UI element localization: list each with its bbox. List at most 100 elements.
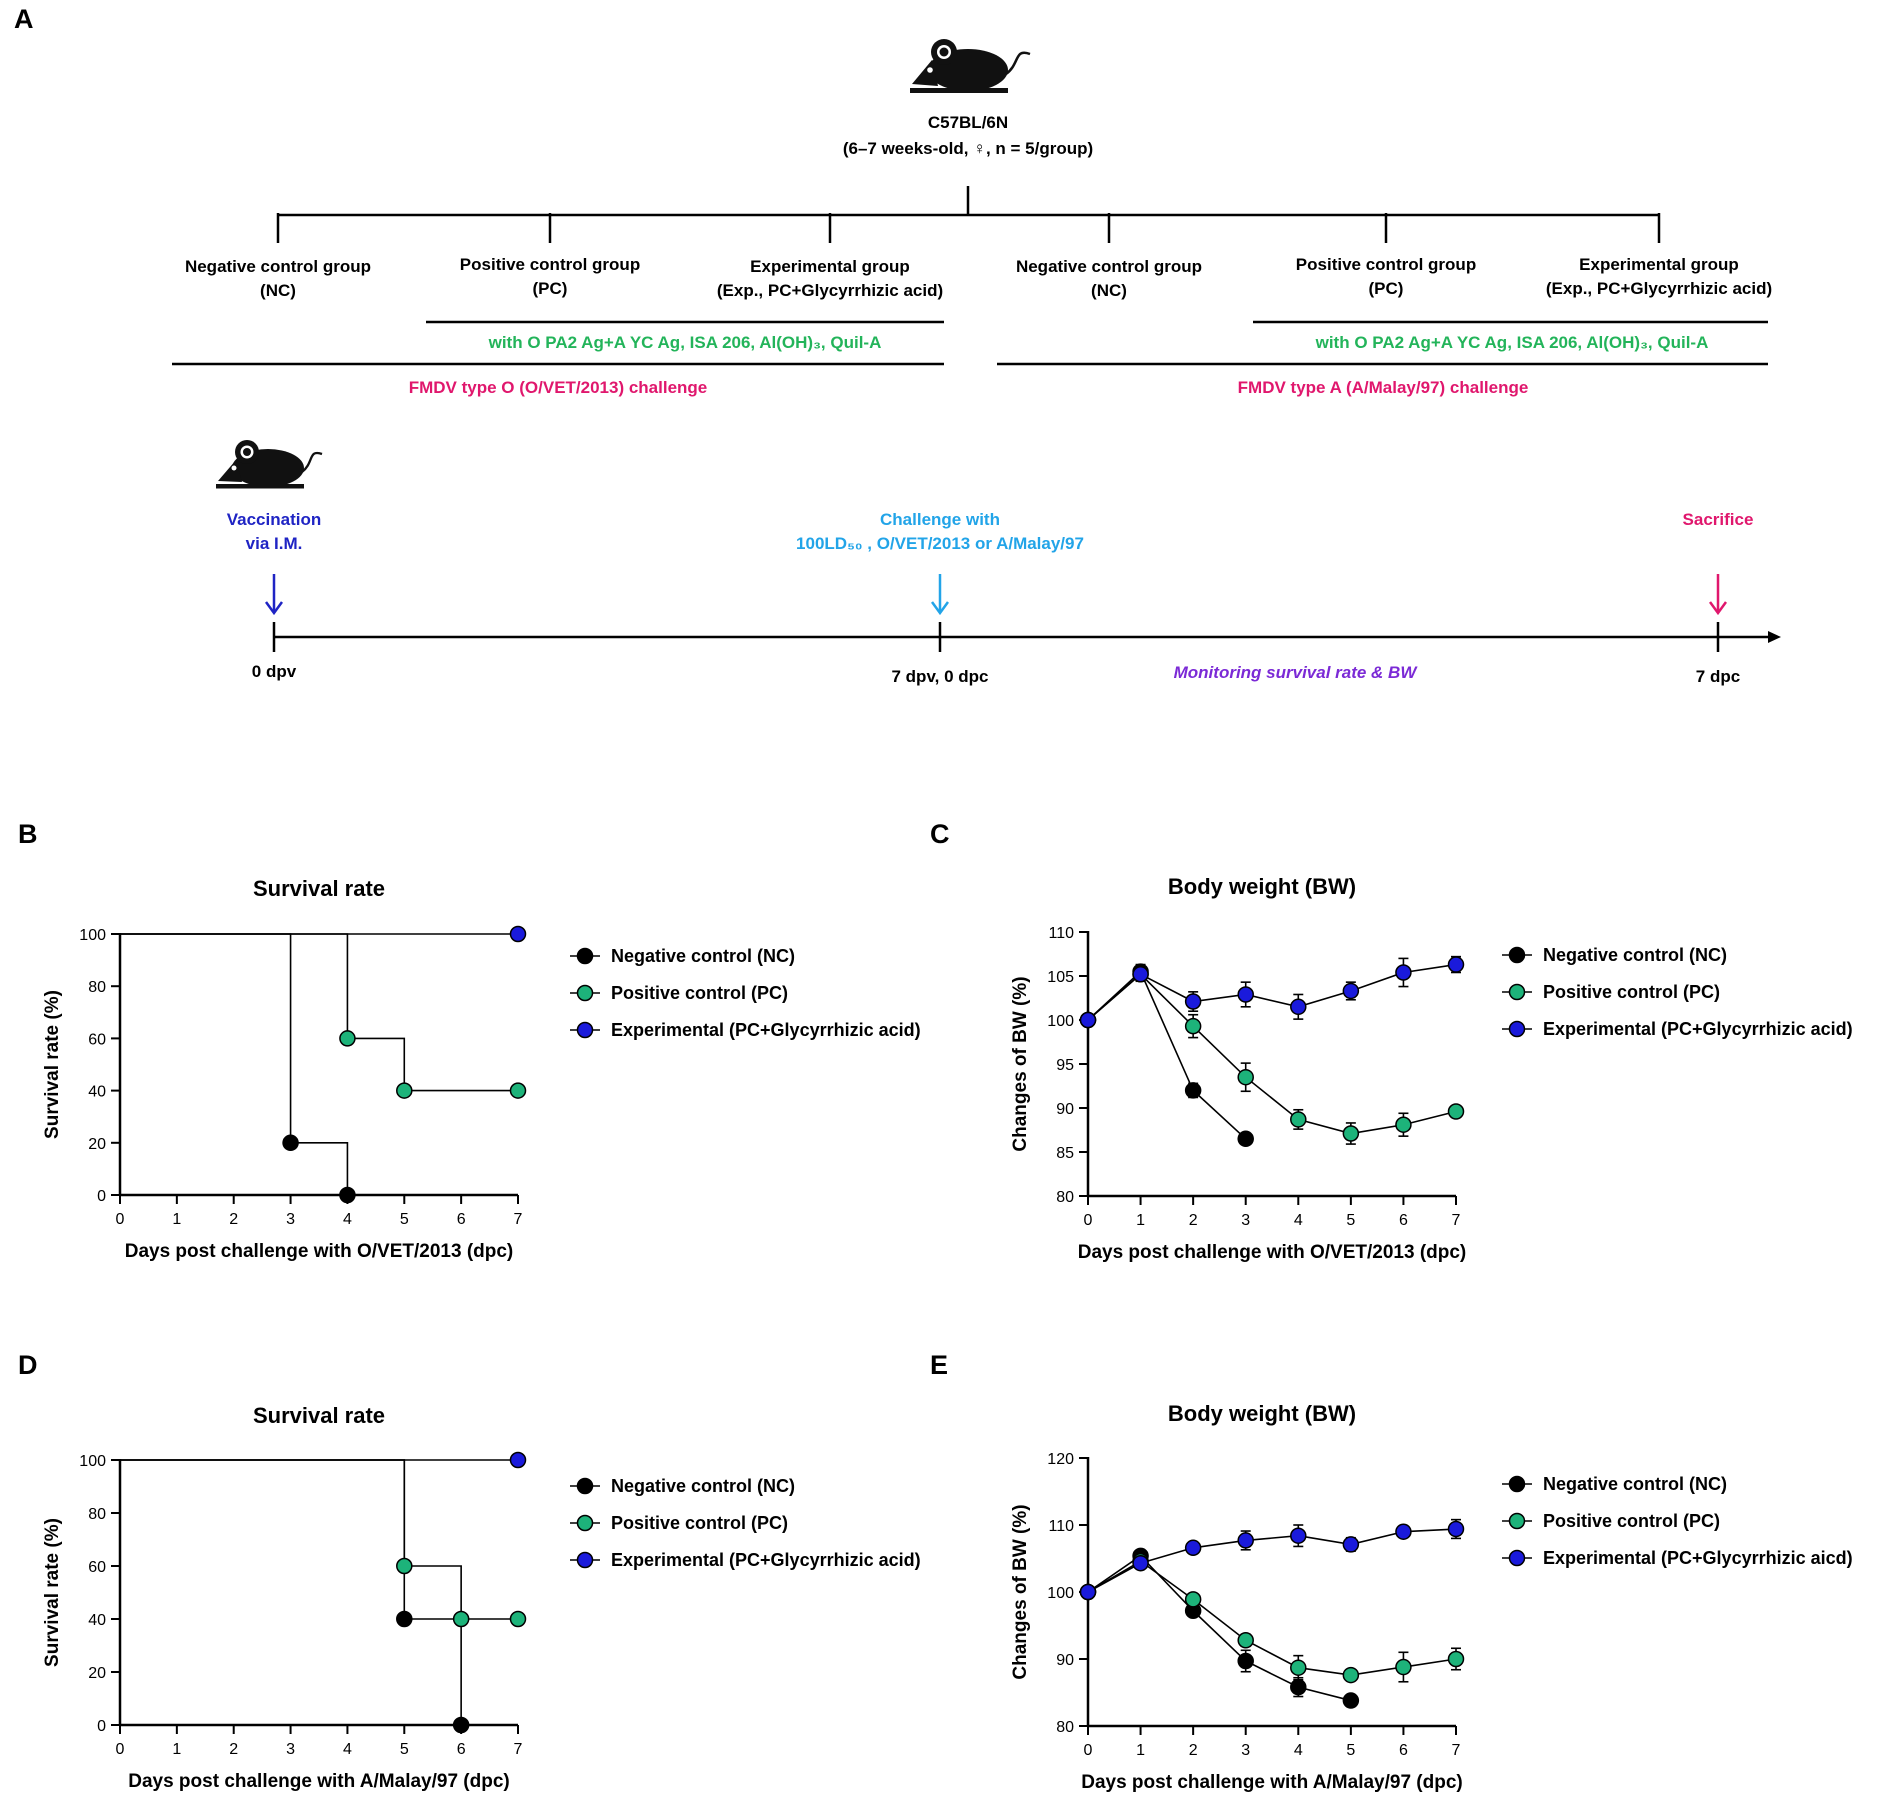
strain-name: C57BL/6N: [928, 113, 1008, 132]
chart-e-legend-label-pc: Positive control (PC): [1543, 1511, 1720, 1531]
chart-e-ytick-label: 90: [1056, 1652, 1074, 1669]
tick-7-dpv: 7 dpv, 0 dpc: [892, 667, 989, 686]
vaccination-label: Vaccination: [227, 510, 321, 529]
chart-b-legend-marker-nc: [576, 947, 594, 965]
chart-c-bodyweight-o: Body weight (BW) 0 1 2 3 4 5 6 7 80 85 90 95 100 105 11…: [1010, 874, 1853, 1263]
chart-e-point-exp: [1132, 1554, 1149, 1572]
chart-c-point-pc: [1290, 1111, 1307, 1128]
chart-c-point-pc: [1184, 1017, 1202, 1035]
chart-c-point-exp: [1342, 982, 1360, 1000]
chart-e-point-exp: [1184, 1539, 1202, 1557]
chart-d-point-nc: [452, 1716, 470, 1734]
chart-c-ytick-label: 80: [1056, 1189, 1074, 1206]
chart-b-point-pc: [339, 1030, 356, 1047]
chart-e-xtick-label: 0: [1084, 1742, 1093, 1759]
chart-b-xtick-label: 1: [172, 1211, 181, 1228]
chart-b-legend-label-exp: Experimental (PC+Glycyrrhizic acid): [611, 1020, 921, 1040]
chart-e-point-exp: [1290, 1527, 1307, 1544]
chart-e-title: Body weight (BW): [1168, 1401, 1356, 1426]
chart-d-ylabel: Survival rate (%): [42, 1518, 63, 1667]
chart-c-legend-label-nc: Negative control (NC): [1543, 945, 1727, 965]
chart-c-ytick-label: 110: [1048, 925, 1074, 942]
chart-d-legend-marker-pc: [576, 1514, 594, 1532]
panel-label-e: E: [930, 1350, 948, 1380]
chart-d-ytick-label: 20: [88, 1665, 106, 1682]
chart-b-point-pc: [396, 1082, 413, 1099]
chart-b-ytick-label: 60: [88, 1031, 106, 1048]
chart-e-point-pc: [1395, 1658, 1412, 1676]
chart-d-xtick-label: 6: [457, 1741, 466, 1758]
chart-b-xtick-label: 4: [343, 1211, 352, 1228]
arrow-right-icon: [1768, 631, 1781, 643]
strain-details: (6–7 weeks-old, ♀, n = 5/group): [843, 139, 1093, 158]
chart-c-point-pc: [1447, 1103, 1465, 1120]
chart-d-xtick-label: 7: [514, 1741, 523, 1758]
chart-d-ytick-label: 100: [79, 1453, 106, 1470]
chart-c-ytick-label: 90: [1056, 1101, 1074, 1118]
chart-c-point-exp: [1237, 986, 1254, 1003]
chart-e-point-pc: [1184, 1591, 1202, 1608]
chart-e-legend-label-exp: Experimental (PC+Glycyrrhizic aicd): [1543, 1548, 1853, 1568]
chart-b-ytick-label: 0: [97, 1188, 106, 1205]
chart-c-xtick-label: 4: [1294, 1212, 1303, 1229]
chart-b-title: Survival rate: [253, 876, 385, 901]
chart-e-legend-marker-nc: [1508, 1475, 1526, 1493]
chart-c-legend-marker-exp: [1508, 1020, 1526, 1038]
challenge-dose: 100LD₅₀ , O/VET/2013 or A/Malay/97: [796, 534, 1084, 553]
chart-b-point-nc: [339, 1186, 356, 1204]
chart-c-ylabel: Changes of BW (%): [1010, 976, 1031, 1151]
chart-d-xtick-label: 3: [286, 1741, 295, 1758]
chart-d-point-exp: [509, 1451, 527, 1469]
chart-e-point-nc: [1342, 1692, 1360, 1709]
chart-c-legend-marker-nc: [1508, 946, 1526, 964]
chart-c-point-exp: [1395, 964, 1412, 981]
chart-d-series-line-nc: [120, 1459, 462, 1725]
vaccination-route: via I.M.: [246, 534, 303, 553]
chart-e-point-exp: [1342, 1536, 1360, 1553]
chart-d-legend-label-nc: Negative control (NC): [611, 1476, 795, 1496]
chart-e-xtick-label: 4: [1294, 1742, 1303, 1759]
chart-b-xtick-label: 2: [229, 1211, 238, 1228]
sacrifice-label: Sacrifice: [1683, 510, 1754, 529]
group-exp-right: Experimental group: [1579, 255, 1739, 274]
chart-e-point-nc: [1237, 1652, 1254, 1670]
group-exp-left: Experimental group: [750, 257, 910, 276]
tick-7-dpc: 7 dpc: [1696, 667, 1740, 686]
chart-e-point-exp: [1395, 1523, 1412, 1540]
chart-e-ytick-label: 110: [1048, 1518, 1074, 1535]
chart-b-legend-marker-exp: [576, 1021, 594, 1039]
chart-c-ytick-label: 100: [1047, 1013, 1074, 1030]
chart-e-point-pc: [1237, 1631, 1254, 1649]
chart-b-ylabel: Survival rate (%): [42, 990, 63, 1139]
chart-e-legend-label-nc: Negative control (NC): [1543, 1474, 1727, 1494]
chart-b-series-line-pc: [120, 933, 518, 1092]
chart-e-point-nc: [1290, 1678, 1307, 1696]
chart-d-xtick-label: 1: [172, 1741, 181, 1758]
chart-c-point-exp: [1447, 956, 1465, 973]
chart-c-ytick-label: 85: [1056, 1145, 1074, 1162]
chart-b-xtick-label: 7: [514, 1211, 523, 1228]
chart-b-ytick-label: 80: [88, 979, 106, 996]
chart-e-xtick-label: 3: [1241, 1742, 1250, 1759]
chart-e-legend-marker-pc: [1508, 1512, 1526, 1530]
chart-e-xtick-label: 7: [1452, 1742, 1461, 1759]
group-nc-left-abbr: (NC): [260, 281, 296, 300]
chart-e-series-line-exp: [1087, 1528, 1457, 1593]
chart-e-point-exp: [1079, 1583, 1097, 1601]
chart-e-series-line-pc: [1087, 1560, 1457, 1676]
chart-c-point-exp: [1132, 965, 1149, 983]
panel-label-b: B: [18, 819, 38, 849]
chart-e-ytick-label: 120: [1047, 1451, 1074, 1468]
group-pc-left: Positive control group: [460, 255, 640, 274]
chart-d-ytick-label: 80: [88, 1506, 106, 1523]
chart-d-point-pc: [509, 1610, 527, 1628]
chart-c-point-pc: [1395, 1116, 1412, 1133]
chart-e-xtick-label: 6: [1399, 1742, 1408, 1759]
chart-e-ytick-label: 100: [1047, 1585, 1074, 1602]
arrow-down-icon-challenge: [930, 574, 950, 616]
panel-label-a: A: [14, 4, 34, 34]
chart-d-ytick-label: 60: [88, 1559, 106, 1576]
chart-b-legend-label-nc: Negative control (NC): [611, 946, 795, 966]
chart-d-series-line-pc: [120, 1459, 518, 1620]
tick-0-dpv: 0 dpv: [252, 662, 297, 681]
